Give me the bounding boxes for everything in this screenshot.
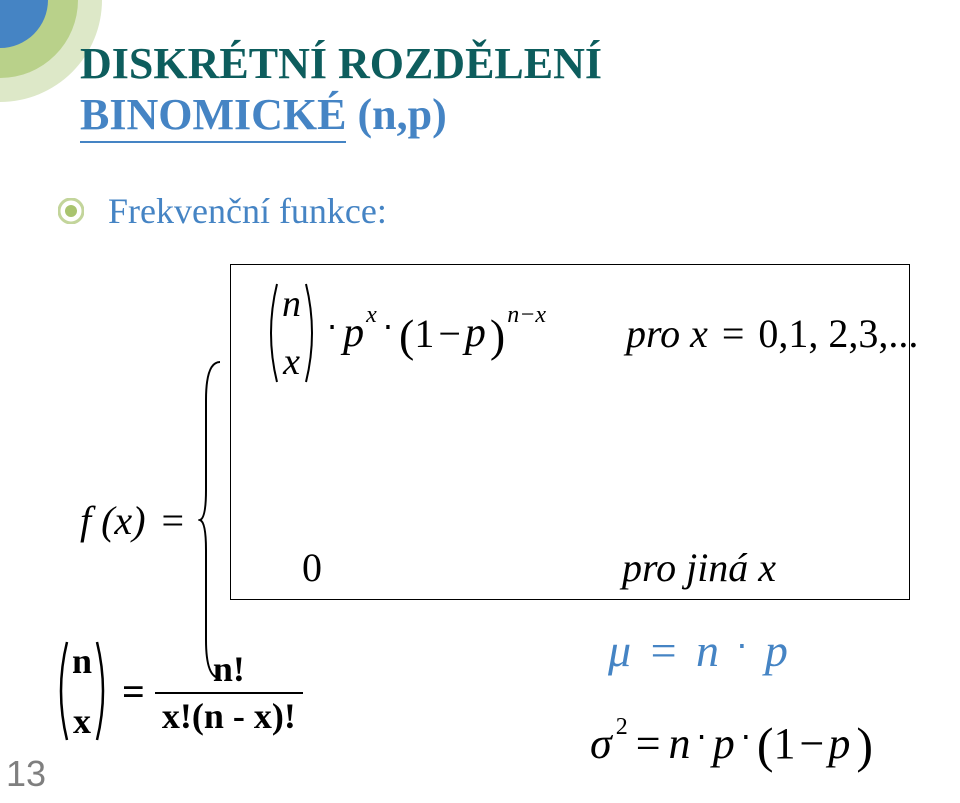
exponent-nminusx: n−x (507, 302, 546, 329)
nck-n: n (72, 643, 92, 679)
sigma-one: 1 (774, 718, 796, 769)
mu-dot: ⋅ (737, 629, 748, 666)
nck-denominator: x!(n - x)! (156, 694, 302, 739)
subtitle-row: Frekvenční funkce: (52, 190, 387, 232)
left-paren-icon (262, 282, 280, 384)
cond-eq: = (722, 311, 745, 356)
fx-symbol: f (x) = (80, 497, 184, 544)
nck-x: x (72, 703, 92, 739)
subtitle-text: Frekvenční funkce: (108, 190, 387, 232)
right-paren-icon (303, 282, 321, 384)
p-in-paren: p (465, 309, 486, 357)
minus: − (438, 310, 461, 357)
one: 1 (414, 310, 434, 357)
sigma-p2: p (828, 718, 850, 769)
dot-op: ⋅ (327, 308, 337, 346)
pmf-condition-2: pro jiná x (622, 544, 776, 591)
sigma-sq: 2 (616, 714, 628, 741)
rparen: ) (490, 309, 505, 362)
title-line-1: DISKRÉTNÍ ROZDĚLENÍ (80, 38, 602, 89)
sigma-minus: − (800, 718, 825, 769)
pmf-expression: n x ⋅ p x ⋅ ( 1 − p ) n−x (262, 278, 546, 388)
sigma-eq: = (636, 718, 661, 769)
nck-numerator: n! (207, 647, 251, 692)
nck-stack: n x (72, 643, 92, 739)
mu-p: p (765, 625, 788, 676)
title-line-2: BINOMICKÉ (n,p) (80, 89, 602, 140)
dot-op-2: ⋅ (383, 308, 393, 346)
sigma-rparen: ) (856, 716, 873, 774)
binom-n: n (282, 285, 301, 323)
mu-symbol: μ (608, 625, 631, 676)
sigma-dot1: ⋅ (697, 718, 707, 756)
title-binomial: BINOMICKÉ (80, 90, 346, 143)
left-brace-icon (198, 360, 224, 680)
sigma-lparen: ( (757, 716, 774, 774)
mu-n: n (696, 625, 719, 676)
p-base: p (343, 309, 364, 357)
nck-fraction: n! x!(n - x)! (155, 647, 303, 740)
nck-eq: = (122, 668, 145, 715)
slide-title: DISKRÉTNÍ ROZDĚLENÍ BINOMICKÉ (n,p) (80, 38, 602, 140)
eq-sign: = (162, 498, 185, 543)
mu-eq: = (651, 625, 677, 676)
binom-x: x (282, 343, 301, 381)
sigma-dot2: ⋅ (741, 718, 751, 756)
sigma-n: n (669, 718, 691, 769)
binomial-coefficient-def: n x = n! x!(n - x)! (52, 636, 303, 746)
bullet-icon (52, 198, 90, 224)
cond-pro-x: pro x (626, 311, 708, 356)
slide-number: 13 (6, 753, 46, 795)
fx-definition: f (x) = (80, 360, 224, 680)
p-exponent-x: x (366, 302, 377, 329)
fx-text: f (x) (80, 498, 146, 543)
right-paren-icon (94, 640, 112, 742)
left-paren-icon (52, 640, 70, 742)
pmf-condition-1: pro x = 0,1, 2,3,... (626, 310, 918, 357)
title-params: (n,p) (346, 90, 446, 139)
sigma-p: p (713, 718, 735, 769)
binom-coeff: n x (262, 278, 321, 388)
variance-formula: σ 2 = n ⋅ p ⋅ ( 1 − p ) (590, 714, 873, 772)
mean-formula: μ = n ⋅ p (608, 624, 788, 677)
cond-value-list: 0,1, 2,3,... (758, 311, 918, 356)
lparen: ( (399, 309, 414, 362)
binom-stack: n x (282, 285, 301, 381)
pmf-zero: 0 (302, 544, 322, 591)
sigma-symbol: σ (590, 718, 612, 769)
nck-binom: n x (52, 636, 112, 746)
